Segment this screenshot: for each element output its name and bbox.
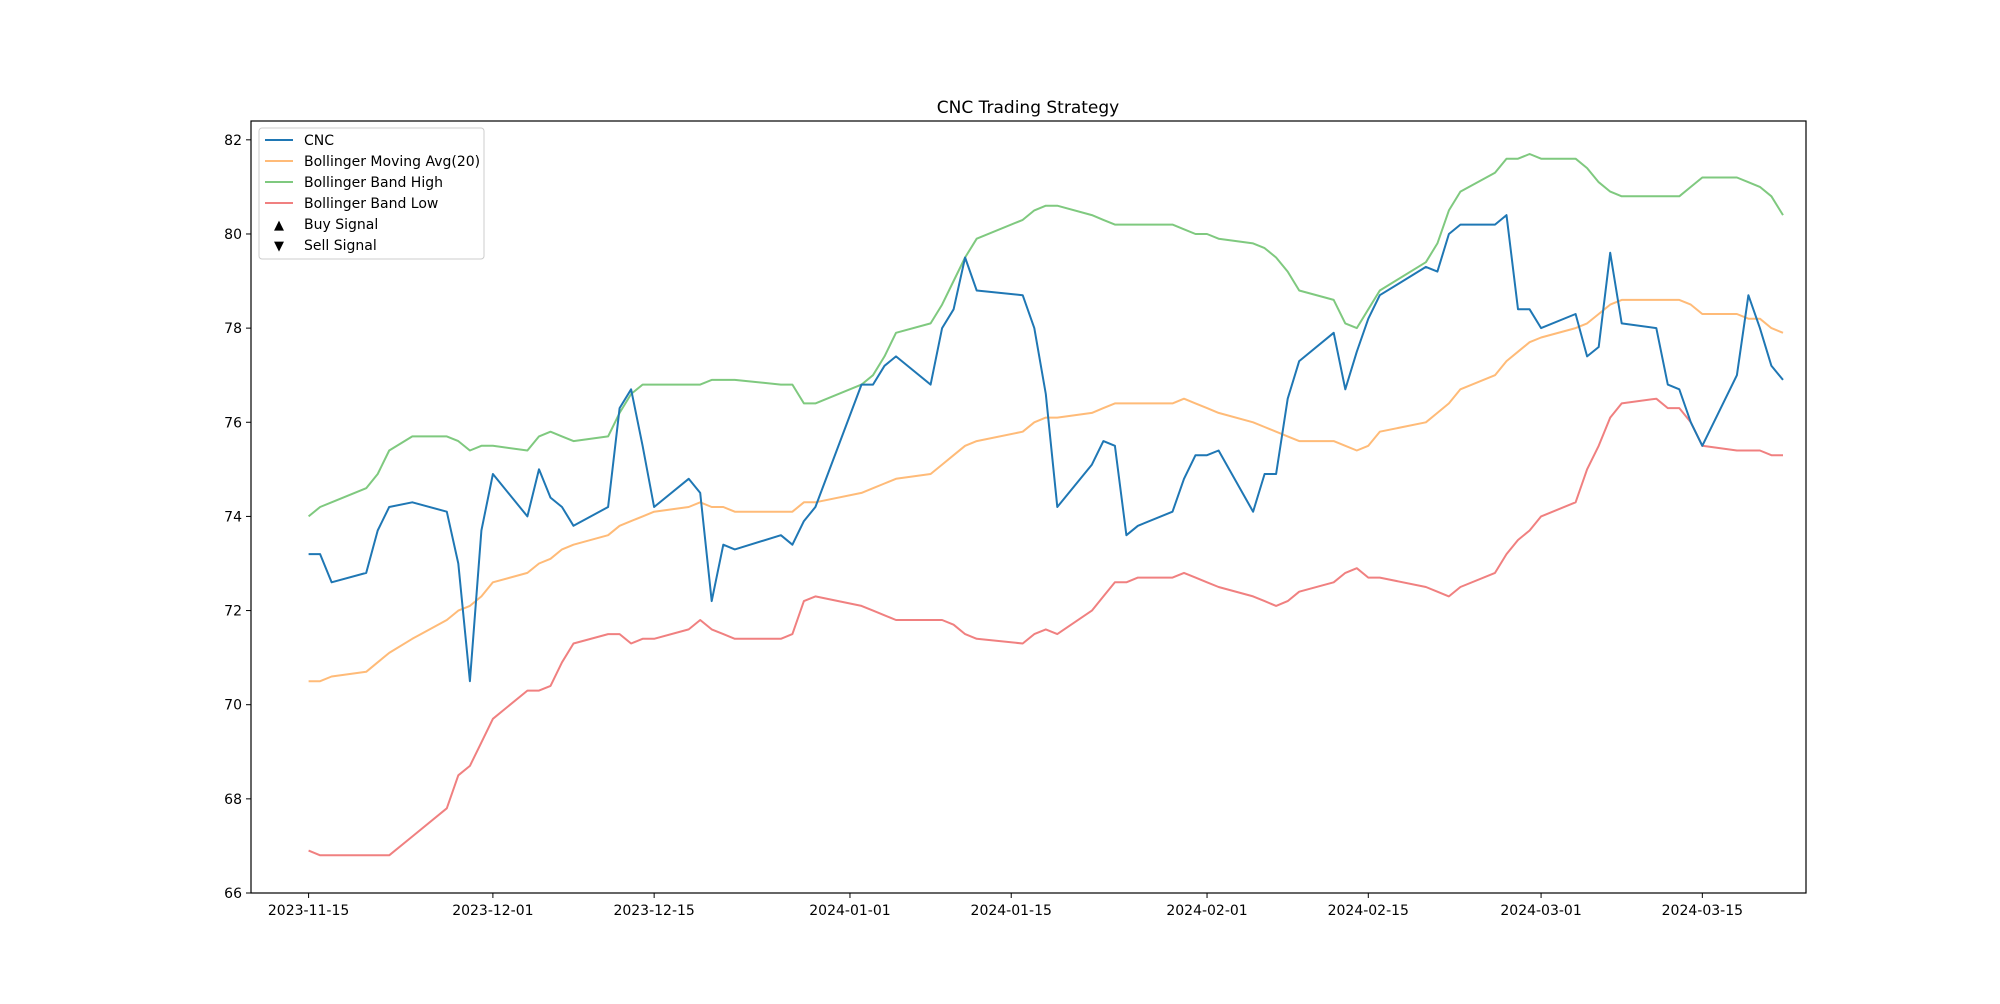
series-line-bollinger-band-high xyxy=(307,153,1784,518)
x-tick-label: 2023-12-01 xyxy=(452,903,533,919)
legend: CNC Bollinger Moving Avg(20) Bollinger Ban… xyxy=(258,127,485,260)
legend-label: Buy Signal xyxy=(304,217,378,233)
legend-box xyxy=(258,127,485,260)
x-tick-label: 2023-11-15 xyxy=(268,903,349,919)
y-tick-label: 74 xyxy=(224,509,242,525)
x-tick-label: 2024-01-15 xyxy=(971,903,1052,919)
series-lines xyxy=(307,153,1784,857)
legend-label: Sell Signal xyxy=(304,238,377,254)
x-tick-label: 2024-03-15 xyxy=(1662,903,1743,919)
y-tick-label: 68 xyxy=(224,792,242,808)
legend-marker: ▼ xyxy=(274,239,284,254)
x-tick-label: 2024-02-15 xyxy=(1328,903,1409,919)
chart-title: CNC Trading Strategy xyxy=(937,98,1119,118)
y-tick-label: 80 xyxy=(224,227,242,243)
y-tick-label: 72 xyxy=(224,604,242,620)
y-tick-label: 66 xyxy=(224,886,242,902)
axis-ticks: 2023-11-15 2023-12-01 2023-12-15 2024-01-01… xyxy=(224,133,1743,919)
series-line-bollinger-moving-avg-20 xyxy=(308,298,1784,683)
y-tick-label: 70 xyxy=(224,698,242,714)
x-tick-label: 2023-12-15 xyxy=(613,903,694,919)
series-line-cnc xyxy=(308,214,1784,683)
y-tick-label: 82 xyxy=(224,133,242,149)
y-tick-label: 76 xyxy=(224,415,242,431)
legend-label: Bollinger Band Low xyxy=(304,196,438,212)
legend-marker: ▲ xyxy=(274,218,284,233)
legend-label: Bollinger Band High xyxy=(304,175,443,191)
plot-area-frame xyxy=(250,120,1807,894)
y-tick-label: 78 xyxy=(224,321,242,337)
legend-label: Bollinger Moving Avg(20) xyxy=(304,154,480,170)
series-line-bollinger-band-low xyxy=(308,397,1783,857)
legend-label: CNC xyxy=(304,133,334,149)
x-tick-label: 2024-03-01 xyxy=(1500,903,1581,919)
x-tick-label: 2024-01-01 xyxy=(809,903,890,919)
x-tick-label: 2024-02-01 xyxy=(1166,903,1247,919)
